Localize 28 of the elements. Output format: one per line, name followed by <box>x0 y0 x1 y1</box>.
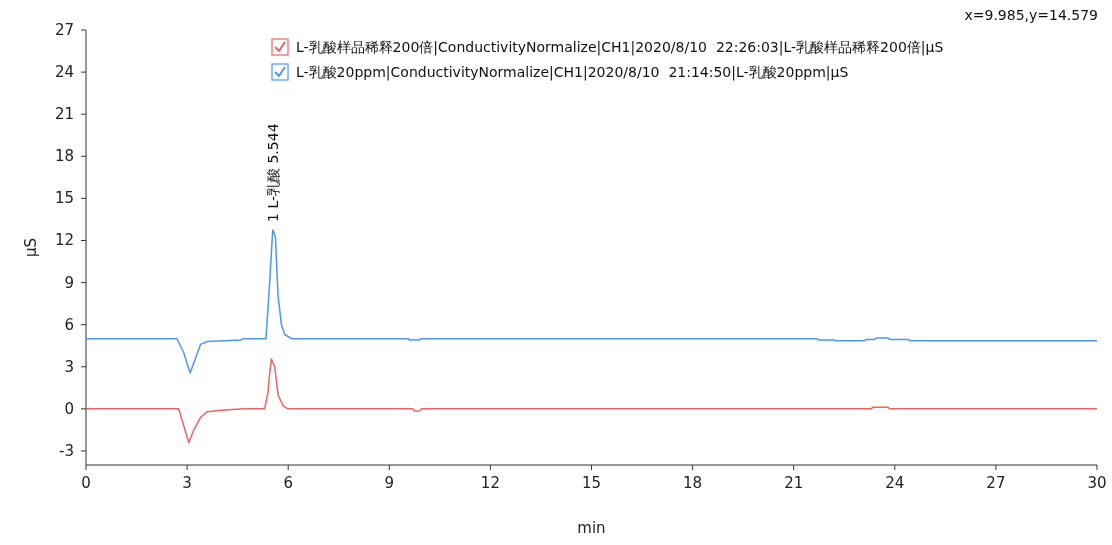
y-tick-label: 6 <box>64 315 74 334</box>
x-tick-label: 3 <box>182 474 192 492</box>
annotation: 1 L-乳酸 5.544 <box>264 123 281 222</box>
x-tick-label: 9 <box>384 474 395 492</box>
y-tick-label: -3 <box>59 441 74 460</box>
legend-label: L-乳酸样品稀释200倍|ConductivityNormalize|CH1|2020/8/10 22:26:03|L-乳酸样品稀释200倍|µS <box>296 39 944 56</box>
x-tick-label: 27 <box>986 474 1006 492</box>
x-tick-label: 15 <box>581 474 602 492</box>
x-tick-label: 18 <box>683 474 703 492</box>
y-tick-label: 24 <box>54 63 74 82</box>
text: x=9.985,y=14.579 <box>964 7 1098 23</box>
x-tick-label: 12 <box>480 474 500 492</box>
y-tick-label: 27 <box>54 21 74 39</box>
legend-label: L-乳酸20ppm|ConductivityNormalize|CH1|2020/8/10 21:14:50|L-乳酸20ppm|µS <box>296 64 849 81</box>
y-axis-title: µS <box>22 237 40 258</box>
y-tick-label: 3 <box>64 357 74 376</box>
y-tick-label: 15 <box>54 189 74 208</box>
x-tick-label: 21 <box>784 474 804 492</box>
y-tick-label: 12 <box>54 231 74 250</box>
x-tick-label: 30 <box>1087 474 1107 492</box>
x-tick-label: 6 <box>283 474 293 492</box>
y-tick-label: 9 <box>64 273 74 292</box>
y-tick-label: 0 <box>64 399 74 418</box>
x-tick-label: 0 <box>81 474 91 492</box>
x-tick-label: 24 <box>885 474 905 492</box>
x-axis-title: min <box>577 519 606 537</box>
y-tick-label: 18 <box>54 147 74 166</box>
y-tick-label: 21 <box>54 105 74 124</box>
